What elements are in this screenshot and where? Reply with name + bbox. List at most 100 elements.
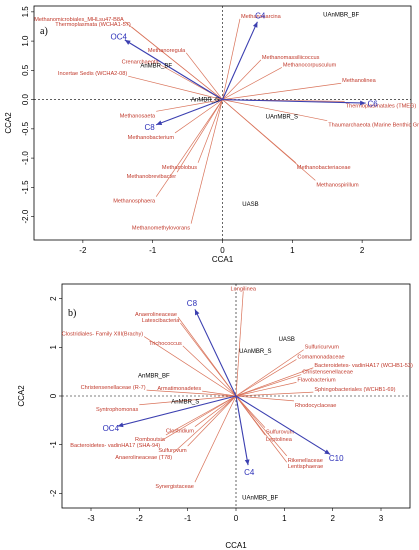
site-label: UASB	[242, 202, 258, 208]
taxon-vector	[165, 395, 237, 436]
y-axis-label: CCA2	[4, 112, 13, 134]
y-tick-label: 1.5	[21, 6, 30, 18]
taxon-vector	[190, 99, 223, 224]
taxon-label: Methanosphaera	[113, 199, 156, 205]
y-tick-label: -0.5	[21, 121, 30, 135]
taxon-vector	[155, 99, 223, 197]
taxon-label: Armatimonadetes	[157, 386, 201, 392]
x-tick-label: 1	[282, 514, 287, 523]
taxon-vector	[128, 75, 223, 100]
taxon-label: Longilinea	[230, 286, 256, 292]
x-tick-label: 0	[234, 514, 239, 523]
y-tick-label: 0.0	[21, 93, 30, 105]
taxon-vector	[185, 52, 223, 100]
taxon-label: Thermoplasmata (WCHA1-57)	[55, 22, 131, 28]
panel-label: b)	[68, 308, 76, 319]
panel-label: a)	[40, 26, 48, 37]
taxon-vector	[235, 395, 295, 402]
x-tick-label: -1	[184, 514, 192, 523]
y-tick-label: -2	[49, 489, 58, 497]
env-arrowhead	[252, 21, 258, 28]
y-tick-label: -1.5	[21, 180, 30, 194]
taxon-label: Crenarchaeota	[122, 60, 160, 66]
env-vector-arrow	[222, 99, 366, 104]
taxon-label: Lentisphaerae	[288, 464, 323, 470]
x-tick-label: -2	[136, 514, 144, 523]
x-tick-label: 2	[330, 514, 335, 523]
env-arrowhead	[156, 120, 163, 126]
site-label: UAnMBR_S	[266, 114, 298, 120]
taxon-vector	[194, 395, 237, 483]
taxon-vector	[235, 367, 314, 397]
y-tick-label: -1	[49, 441, 58, 449]
y-tick-label: 0	[49, 393, 58, 398]
y-tick-label: -1.0	[21, 151, 30, 165]
taxon-vector	[235, 349, 304, 397]
x-axis-label: CCA1	[225, 541, 247, 550]
taxon-vector	[222, 99, 328, 122]
taxon-label: Flavobacterium	[297, 377, 336, 383]
taxon-vector	[131, 26, 223, 100]
site-label: UAnMBR_BF	[323, 13, 359, 19]
taxon-label: Anaerolineaceae (T78)	[115, 455, 172, 461]
env-vector-arrow	[155, 99, 223, 126]
taxon-label: Leptolinea	[266, 437, 293, 443]
env-vector-arrow	[221, 21, 258, 100]
taxon-label: Methanospirillum	[316, 182, 359, 188]
env-variable-label: C4	[244, 468, 255, 477]
taxon-label: Methanobacterium	[128, 135, 175, 141]
env-variable-label: C4	[255, 11, 266, 20]
site-label: UAnMBR_S	[239, 349, 271, 355]
taxon-vector	[194, 395, 237, 427]
taxon-vector	[160, 395, 237, 442]
x-tick-label: 3	[379, 514, 384, 523]
env-arrowhead	[194, 309, 200, 316]
taxon-label: Sulfuricurvum	[305, 345, 340, 351]
taxon-vector	[235, 391, 314, 397]
site-label: UAnMBR_BF	[242, 496, 278, 502]
env-arrowhead	[117, 422, 124, 428]
env-arrowhead	[324, 449, 331, 455]
env-vector-arrow	[235, 395, 249, 466]
y-axis-label: CCA2	[17, 385, 26, 407]
taxon-label: Sulfurovum	[158, 448, 187, 454]
taxon-label: Rikenellaceae	[288, 458, 323, 464]
taxon-vector	[187, 395, 237, 447]
taxon-label: Comamonadaceae	[297, 354, 344, 360]
taxon-label: Anaerolineaceae	[135, 312, 177, 318]
panel-b-bacteria-cca: -3 -2 -1 0 1 2 3 2 1 0 -1 -2 CCA1 CCA2 b) Longilinea Ana…	[17, 283, 413, 550]
taxon-vector	[222, 99, 316, 181]
taxon-vector	[202, 390, 237, 397]
taxon-label: Methanobacteriaceae	[297, 165, 351, 171]
taxon-vector	[235, 395, 288, 457]
taxon-vector	[222, 59, 262, 100]
x-tick-label: -1	[149, 246, 157, 255]
taxon-label: Bacteroidetes- vadinHA17 (SHA-94)	[70, 443, 160, 449]
x-tick-label: 0	[220, 246, 225, 255]
taxon-vector	[235, 374, 302, 397]
env-arrowhead	[124, 39, 131, 45]
site-label: AnMBR_BF	[138, 373, 170, 379]
taxon-vector	[235, 359, 297, 397]
taxon-vector	[176, 99, 223, 173]
taxon-vector	[222, 18, 241, 100]
taxon-vector	[143, 336, 237, 397]
taxon-label: Methanomicrobiales_MHLsu47-B8A	[34, 17, 124, 23]
panel-a-archaea-cca: -2 -1 0 1 2 1.5 1.0 0.5 0.0 -0.5 -1.0 -1.5 -2.0 CCA1 C…	[4, 5, 419, 264]
taxon-label: Romboutsia	[135, 437, 166, 443]
taxon-label: Trichococcus	[149, 341, 182, 347]
taxon-label: Sulfurovum	[266, 430, 295, 436]
taxon-vector	[235, 291, 244, 397]
taxon-label: Sphingobacteriales (WCHB1-69)	[314, 387, 395, 393]
taxon-vector	[197, 99, 223, 163]
taxon-label: Syntrophomonas	[96, 407, 138, 413]
taxon-label: Rhodocyclaceae	[295, 403, 336, 409]
taxon-label: Methanosaeta	[120, 113, 156, 119]
y-tick-label: 1.0	[21, 35, 30, 47]
y-tick-label: 2	[49, 296, 58, 301]
taxon-label: Thermoplasmatales (TMEG)	[346, 103, 417, 109]
env-variable-label: OC4	[103, 424, 120, 433]
taxon-label: Latescibacteria	[142, 318, 181, 324]
taxon-label: Synergistaceae	[155, 484, 194, 490]
